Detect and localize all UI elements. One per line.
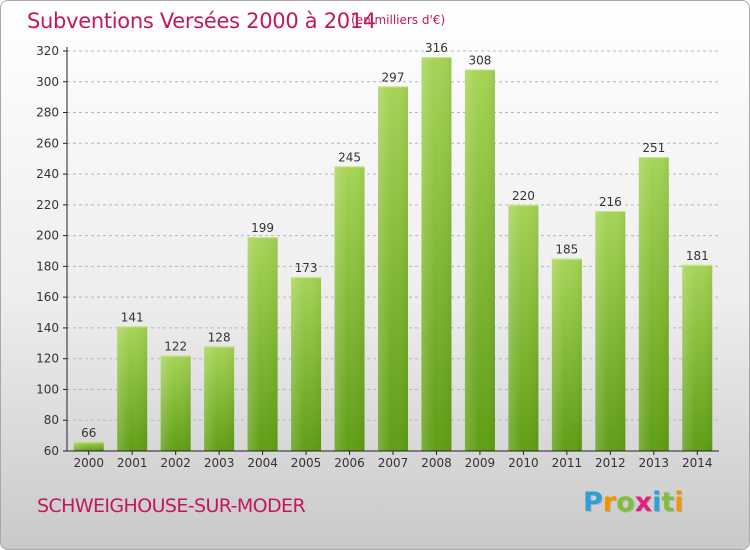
value-label-2004: 199 [251,221,274,235]
bar-shine [334,166,365,451]
bar-shine [204,346,235,451]
y-tick-label: 100 [36,382,59,396]
value-label-2007: 297 [382,70,405,84]
y-tick-label: 260 [36,136,59,150]
x-tick-label-2006: 2006 [334,456,365,470]
x-tick-label-2013: 2013 [639,456,670,470]
logo-letter: r [602,487,617,518]
bar-shine [73,441,104,451]
logo-letter: x [634,487,653,518]
y-tick-label: 320 [36,44,59,58]
value-label-2002: 122 [164,340,187,354]
x-tick-label-2004: 2004 [247,456,278,470]
y-tick-label: 140 [36,321,59,335]
value-label-2010: 220 [512,189,535,203]
y-tick-label: 220 [36,198,59,212]
y-tick-label: 240 [36,167,59,181]
x-tick-label-2008: 2008 [421,456,452,470]
bar-shine [421,57,452,452]
x-tick-label-2001: 2001 [117,456,148,470]
bar-shine [595,211,626,451]
value-label-2009: 308 [468,53,491,67]
bar-shine [551,258,582,451]
logo-letter: P [583,487,603,518]
x-tick-label-2012: 2012 [595,456,626,470]
x-tick-label-2009: 2009 [465,456,496,470]
value-label-2008: 316 [425,41,448,55]
x-tick-label-2011: 2011 [552,456,583,470]
y-tick-label: 80 [44,413,59,427]
bar-shine [638,157,669,451]
y-tick-label: 200 [36,229,59,243]
value-label-2012: 216 [599,195,622,209]
x-tick-label-2002: 2002 [160,456,191,470]
bar-shine [291,277,322,451]
y-tick-label: 120 [36,352,59,366]
x-tick-label-2005: 2005 [291,456,322,470]
bar-shine [247,237,278,451]
y-tick-label: 60 [44,444,59,458]
value-label-2001: 141 [121,310,144,324]
logo-letter: t [661,487,675,518]
logo-letter: i [652,487,662,518]
value-label-2011: 185 [555,243,578,257]
value-label-2006: 245 [338,150,361,164]
bar-shine [682,264,713,451]
x-tick-label-2007: 2007 [378,456,409,470]
y-tick-label: 180 [36,259,59,273]
value-label-2003: 128 [208,330,231,344]
x-tick-label-2003: 2003 [204,456,235,470]
x-tick-label-2014: 2014 [682,456,713,470]
logo-letter: i [674,487,684,518]
y-tick-label: 160 [36,290,59,304]
y-tick-label: 300 [36,75,59,89]
proxiti-logo[interactable]: Proxiti [583,487,684,518]
bar-shine [160,355,191,451]
chart-subtitle: (en milliers d'€) [351,13,446,27]
bar-shine [117,326,148,451]
bar-shine [508,204,539,451]
value-label-2000: 66 [81,426,96,440]
bar-shine [378,86,408,451]
city-name: SCHWEIGHOUSE-SUR-MODER [37,495,306,517]
x-tick-label-2010: 2010 [508,456,539,470]
x-tick-label-2000: 2000 [73,456,104,470]
y-tick-label: 280 [36,106,59,120]
bar-shine [464,69,495,451]
logo-letter: o [616,487,635,518]
chart-title: Subventions Versées 2000 à 2014 [27,9,376,33]
value-label-2013: 251 [642,141,665,155]
value-label-2014: 181 [686,249,709,263]
value-label-2005: 173 [295,261,318,275]
